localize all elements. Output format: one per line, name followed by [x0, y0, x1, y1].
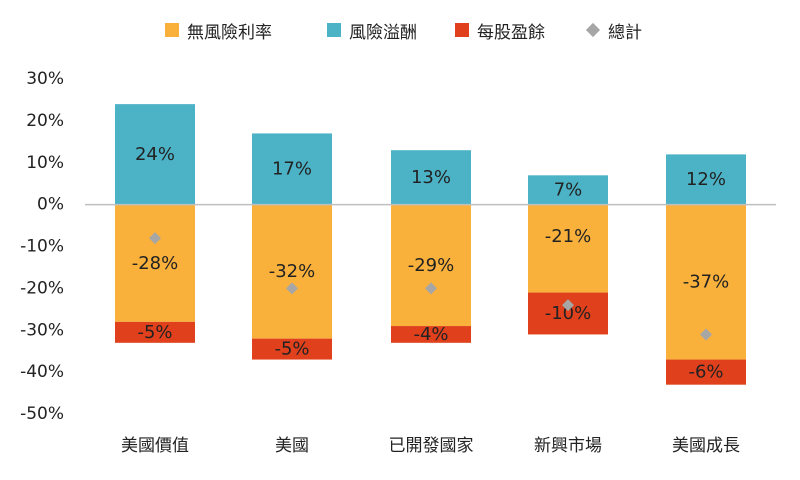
y-tick-label: -40% — [20, 362, 64, 382]
legend-label-total: 總計 — [608, 22, 642, 43]
bar-segment-risk-premium — [115, 104, 195, 205]
legend-swatch-eps — [455, 23, 469, 37]
legend-item-risk-free-rate: 無風險利率 — [165, 18, 272, 43]
legend-label-risk-premium: 風險溢酬 — [349, 22, 417, 43]
data-label-risk-free-rate: -28% — [132, 253, 179, 274]
legend-label-risk-free-rate: 無風險利率 — [187, 22, 272, 43]
data-label-risk-premium: 24% — [135, 144, 175, 165]
y-tick-label: -30% — [20, 320, 64, 340]
legend-item-risk-premium: 風險溢酬 — [327, 18, 417, 43]
y-tick-label: 30% — [26, 69, 64, 89]
legend-swatch-risk-premium — [327, 23, 341, 37]
bar-segment-risk-free-rate — [252, 204, 332, 339]
total-marker — [286, 282, 298, 295]
y-tick-label: -10% — [20, 237, 64, 257]
data-label-risk-premium: 17% — [272, 159, 312, 180]
bar-segment-risk-premium — [666, 154, 746, 205]
total-marker — [149, 232, 161, 245]
bar-segment-risk-free-rate — [528, 204, 608, 293]
data-label-risk-premium: 13% — [411, 167, 451, 188]
bar-segment-risk-premium — [528, 175, 608, 205]
bar-segment-eps — [391, 326, 471, 343]
bar-segment-eps — [115, 321, 195, 343]
legend-item-total: 總計 — [585, 18, 642, 43]
data-label-risk-premium: 7% — [554, 179, 583, 200]
y-tick-label: 10% — [26, 153, 64, 173]
y-tick-label: -50% — [20, 404, 64, 424]
data-label-eps: -10% — [545, 303, 592, 324]
bar-segment-eps — [666, 359, 746, 385]
data-label-eps: -5% — [274, 339, 309, 360]
data-label-risk-premium: 12% — [686, 169, 726, 190]
data-label-eps: -4% — [413, 324, 448, 345]
bar-segment-risk-premium — [252, 133, 332, 205]
legend-label-eps: 每股盈餘 — [477, 22, 545, 43]
total-marker — [425, 282, 437, 295]
bar-segment-eps — [252, 338, 332, 360]
x-category-label: 美國 — [275, 436, 309, 456]
data-label-eps: -5% — [137, 322, 172, 343]
bar-segment-risk-premium — [391, 150, 471, 205]
y-tick-label: 0% — [37, 195, 64, 215]
legend-swatch-risk-free-rate — [165, 23, 179, 37]
bar-segment-risk-free-rate — [115, 204, 195, 322]
data-label-risk-free-rate: -37% — [683, 272, 730, 293]
x-category-label: 已開發國家 — [389, 436, 474, 456]
x-category-label: 美國價值 — [121, 436, 189, 456]
total-marker — [562, 299, 574, 312]
y-tick-label: 20% — [26, 111, 64, 131]
x-category-label: 美國成長 — [672, 436, 740, 456]
data-label-risk-free-rate: -21% — [545, 226, 592, 247]
legend-item-eps: 每股盈餘 — [455, 18, 545, 43]
y-tick-label: -20% — [20, 278, 64, 298]
bar-segment-risk-free-rate — [391, 204, 471, 327]
data-label-risk-free-rate: -29% — [408, 255, 455, 276]
x-category-label: 新興市場 — [534, 436, 602, 456]
data-label-risk-free-rate: -32% — [269, 261, 316, 282]
data-label-eps: -6% — [688, 362, 723, 383]
chart-legend: 無風險利率 風險溢酬 每股盈餘 總計 — [0, 18, 800, 43]
total-marker — [700, 328, 712, 341]
